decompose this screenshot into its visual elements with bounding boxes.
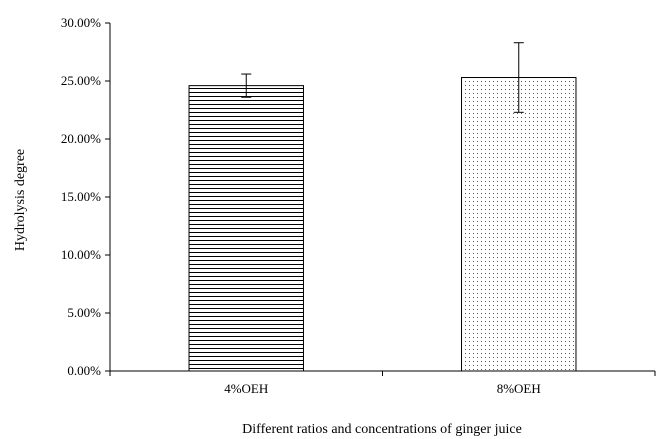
ticks: 0.00% 5.00% 10.00% 15.00% 20.00% 25.00% 30.00%…	[61, 15, 656, 396]
x-axis-title: Different ratios and concentrations of g…	[242, 422, 522, 437]
y-tick-label: 30.00%	[61, 15, 101, 30]
y-tick-label: 20.00%	[61, 131, 101, 146]
y-tick-label: 5.00%	[67, 305, 101, 320]
y-tick-label: 10.00%	[61, 247, 101, 262]
y-tick-label: 0.00%	[67, 363, 101, 378]
x-tick-label: 8%OEH	[497, 381, 541, 396]
y-axis-title: Hydrolysis degree	[13, 149, 28, 251]
x-tick-label: 4%OEH	[224, 381, 268, 396]
bar	[461, 77, 577, 372]
y-tick-label: 15.00%	[61, 189, 101, 204]
bars	[188, 42, 577, 372]
bar	[188, 85, 304, 372]
y-tick-label: 25.00%	[61, 73, 101, 88]
